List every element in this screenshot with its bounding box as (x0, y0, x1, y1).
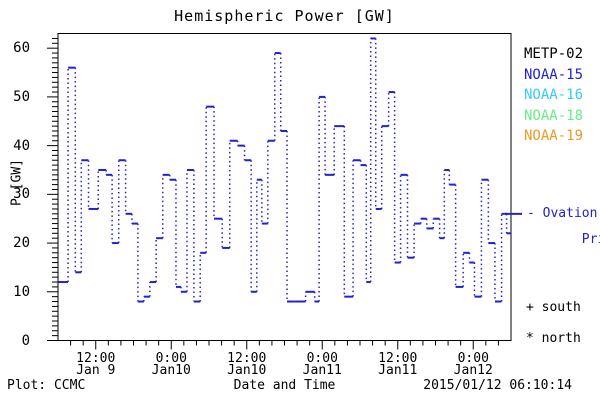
x-tick-date-label-4: Jan11 (378, 363, 418, 378)
x-tick-date-label-5: Jan12 (453, 363, 493, 378)
legend-item-noaa-19: NOAA-19 (524, 128, 584, 144)
x-tick-time-label-2: 12:00 (227, 351, 267, 366)
x-tick-date-label-3: Jan11 (302, 363, 342, 378)
y-tick-label-50: 50 (13, 88, 30, 105)
north-marker-note: * north (526, 331, 581, 346)
legend-item-noaa-18: NOAA-18 (524, 107, 584, 124)
south-marker-note: + south (526, 300, 581, 315)
x-tick-time-label-5: 0:00 (457, 351, 489, 366)
x-tick-time-label-1: 0:00 (155, 351, 187, 366)
y-tick-label-60: 60 (13, 40, 30, 57)
x-tick-date-label-2: Jan10 (227, 363, 267, 378)
y-tick-label-10: 10 (13, 283, 30, 300)
legend-item-metp-02: METP-02 (524, 46, 584, 62)
plot-frame (57, 33, 512, 341)
x-tick-time-label-4: 12:00 (378, 351, 418, 366)
y-tick-label-0: 0 (21, 332, 30, 349)
y-tick-label-40: 40 (13, 137, 30, 154)
plot-timestamp: 2015/01/12 06:10:14 (423, 378, 572, 393)
x-tick-date-label-0: Jan 9 (76, 363, 116, 378)
y-tick-label-30: 30 (13, 186, 30, 203)
x-tick-time-label-3: 0:00 (306, 351, 338, 366)
chart-title: Hemispheric Power [GW] (174, 7, 395, 25)
legend-item-noaa-16: NOAA-16 (524, 87, 584, 103)
x-tick-date-label-1: Jan10 (151, 363, 191, 378)
y-tick-label-20: 20 (13, 235, 30, 252)
legend-item-noaa-15: NOAA-15 (524, 66, 584, 83)
x-axis-title: Date and Time (233, 378, 336, 393)
y-axis-label: P [GW] (9, 159, 25, 206)
x-tick-time-label-0: 12:00 (76, 351, 116, 366)
ovation-prime-hpi-label: - Ovation Prime HPI (527, 206, 600, 247)
plot-source-label: Plot: CCMC (7, 378, 86, 393)
